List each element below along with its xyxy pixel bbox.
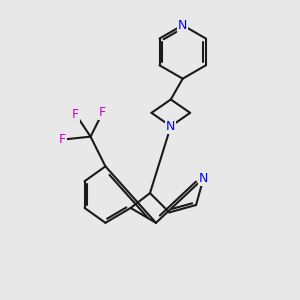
Text: N: N [199, 172, 208, 185]
Text: F: F [72, 108, 79, 121]
Text: F: F [99, 106, 106, 119]
Text: F: F [59, 133, 66, 146]
Text: N: N [166, 120, 176, 133]
Text: N: N [178, 19, 188, 32]
